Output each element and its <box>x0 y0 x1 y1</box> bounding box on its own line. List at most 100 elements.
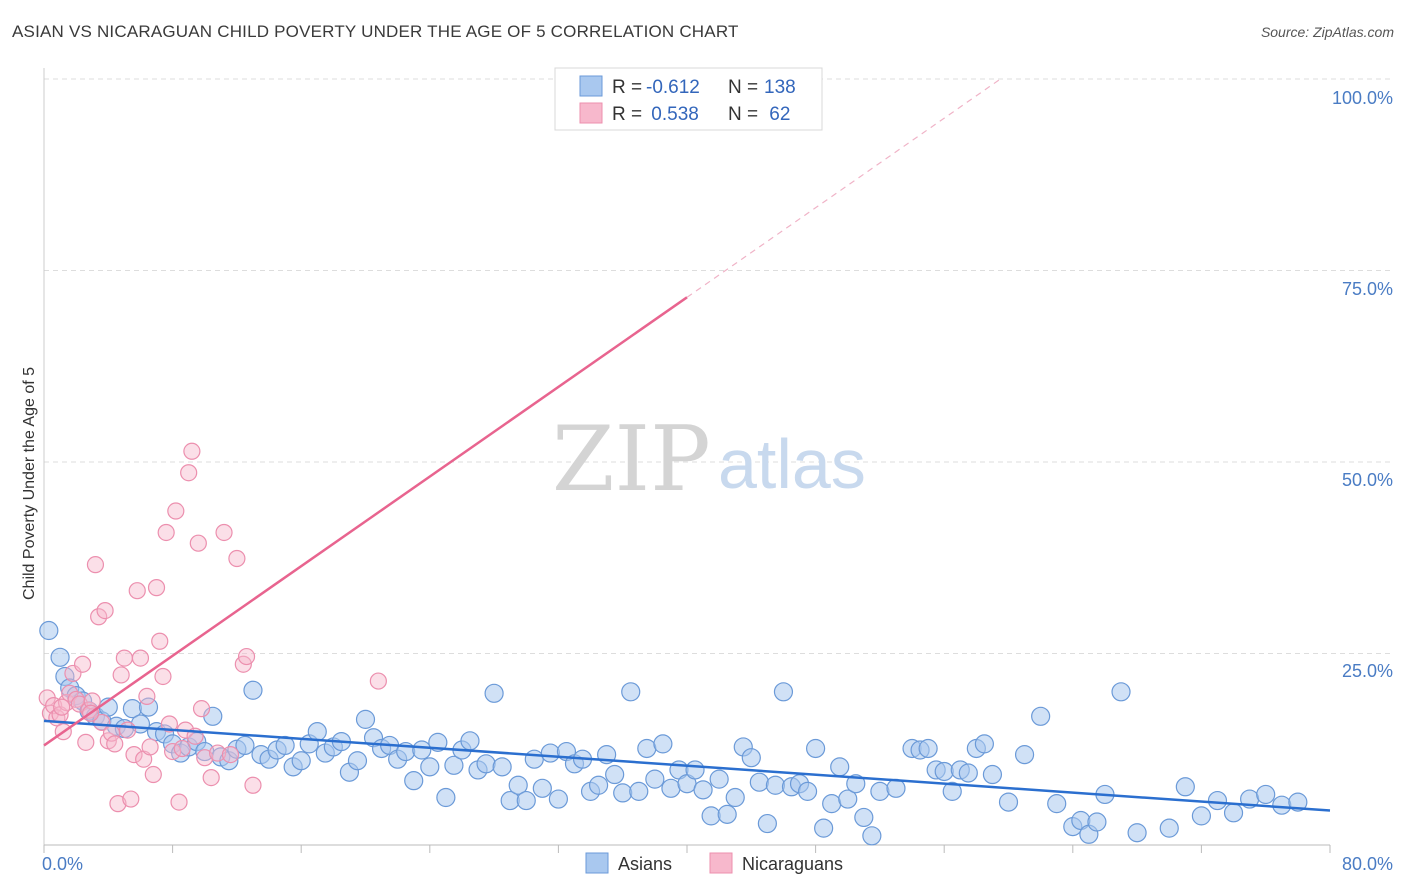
asian-point <box>613 783 633 803</box>
asian-point <box>974 734 994 754</box>
asian-point <box>854 807 874 828</box>
nicaraguan-point <box>167 502 185 520</box>
asian-point <box>918 738 938 759</box>
asian-point <box>420 757 440 777</box>
asian-point <box>717 804 737 824</box>
nicaraguan-point <box>57 693 76 712</box>
asian-point <box>1256 784 1276 805</box>
asian-point <box>1111 682 1131 702</box>
nicaraguan-point <box>112 666 130 684</box>
nicaraguan-point <box>53 698 71 716</box>
asian-point <box>235 735 255 756</box>
asian-point <box>982 764 1003 785</box>
asian-point <box>1207 790 1228 811</box>
asian-point <box>1223 803 1244 823</box>
asian-point <box>701 806 721 826</box>
asian-point <box>588 775 609 795</box>
nicaraguan-point <box>196 749 214 767</box>
nicaraguan-point <box>122 790 140 808</box>
legend-r-value: 0.538 <box>646 104 699 125</box>
nicaraguan-point <box>96 602 114 620</box>
nicaraguan-trend-extension <box>686 78 1001 298</box>
nicaraguan-point <box>157 523 175 542</box>
asian-point <box>870 781 890 801</box>
asian-trend-line <box>43 719 1331 812</box>
asian-point <box>307 722 327 742</box>
bottom-legend-swatch-nicaraguans <box>709 852 733 874</box>
nicaraguan-point <box>118 721 137 739</box>
nicaraguan-point <box>215 523 233 542</box>
asian-point <box>637 738 657 759</box>
asian-point <box>822 794 842 814</box>
trend-lines <box>43 78 1331 812</box>
asian-point <box>1047 794 1067 814</box>
nicaraguan-point <box>189 534 207 552</box>
nicaraguan-point <box>221 746 240 764</box>
nicaraguan-point <box>173 739 191 758</box>
asian-point <box>548 789 569 809</box>
watermark-zip: ZIP <box>552 407 711 512</box>
nicaraguan-point <box>170 793 188 811</box>
legend-r-value: -0.612 <box>646 77 700 98</box>
nicaraguan-point <box>131 649 150 667</box>
asian-point <box>1288 792 1308 812</box>
x-tick-label: 0.0% <box>42 854 83 874</box>
asian-point <box>540 743 560 763</box>
asian-point <box>1014 745 1035 765</box>
nicaraguan-point <box>70 695 88 713</box>
y-tick-label: 75.0% <box>1342 279 1393 299</box>
asian-point <box>436 787 456 808</box>
nicaraguan-point <box>209 744 227 762</box>
nicaraguan-point <box>86 556 105 574</box>
nicaraguan-point <box>183 442 201 460</box>
legend-n-value: 62 <box>764 104 790 125</box>
asian-point <box>1159 818 1179 838</box>
source-credit: Source: ZipAtlas.com <box>1260 24 1394 40</box>
bottom-legend: Asians Nicaraguans <box>585 852 843 874</box>
nicaraguan-point <box>144 765 162 784</box>
asian-point <box>508 775 528 795</box>
asian-point <box>39 620 59 641</box>
asian-point <box>765 775 786 795</box>
nicaraguan-point <box>192 700 211 718</box>
asian-point <box>275 735 295 756</box>
asian-point <box>1127 823 1147 843</box>
asian-point <box>532 778 552 798</box>
bottom-legend-swatch-asians <box>585 852 609 874</box>
asian-point <box>1191 806 1212 826</box>
x-tick-label: 80.0% <box>1342 854 1393 874</box>
asian-point <box>862 826 882 846</box>
legend-n-label: N = <box>728 77 758 98</box>
nicaraguan-point <box>369 672 387 690</box>
nicaraguan-point <box>106 735 124 753</box>
asian-point <box>797 781 818 801</box>
legend-n-value: 138 <box>764 77 796 98</box>
y-tick-label: 50.0% <box>1342 470 1393 490</box>
y-tick-label: 100.0% <box>1332 88 1393 108</box>
asian-point <box>516 790 536 811</box>
asian-point <box>645 769 665 789</box>
asian-point <box>838 789 858 809</box>
nicaraguan-point <box>164 742 182 761</box>
asian-point <box>958 763 978 783</box>
asian-point <box>605 764 625 785</box>
nicaraguan-point <box>202 768 220 787</box>
nicaraguan-point <box>147 579 166 597</box>
nicaraguan-point <box>128 582 146 600</box>
asian-point <box>484 683 504 703</box>
asian-point <box>243 680 263 700</box>
asian-point <box>942 781 962 801</box>
asian-point <box>460 731 480 751</box>
asian-point <box>1272 795 1292 815</box>
nicaraguan-point <box>90 608 108 626</box>
bottom-legend-label-asians: Asians <box>618 854 672 874</box>
grid-layer <box>43 68 1392 853</box>
legend-r-label: R = <box>612 77 642 98</box>
legend-r-label: R = <box>612 104 642 125</box>
asian-point <box>621 682 641 702</box>
nicaraguan-point <box>138 687 156 705</box>
asian-point <box>934 761 954 782</box>
watermark: ZIP atlas <box>552 407 866 512</box>
asian-point <box>291 751 311 771</box>
nicaraguan-point <box>73 655 92 673</box>
